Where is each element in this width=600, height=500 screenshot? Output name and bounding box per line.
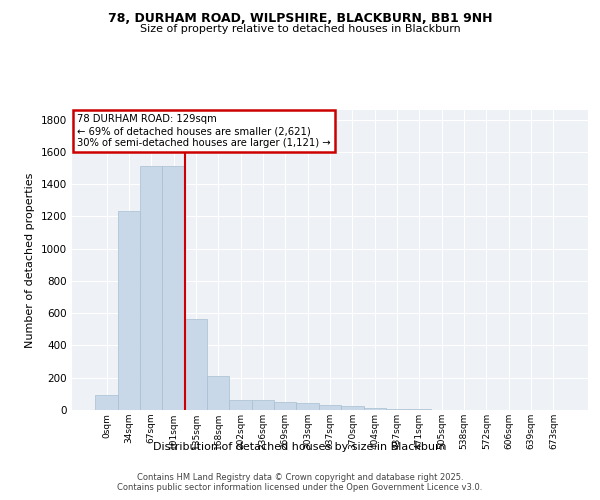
Text: Distribution of detached houses by size in Blackburn: Distribution of detached houses by size … (153, 442, 447, 452)
Bar (408, 409, 431, 410)
Bar (229, 400, 252, 410)
Bar (274, 402, 296, 410)
Text: 78, DURHAM ROAD, WILPSHIRE, BLACKBURN, BB1 9NH: 78, DURHAM ROAD, WILPSHIRE, BLACKBURN, B… (108, 12, 492, 26)
Bar (296, 402, 319, 410)
Y-axis label: Number of detached properties: Number of detached properties (25, 172, 35, 348)
Bar (341, 406, 364, 410)
Bar (185, 319, 207, 410)
Bar (364, 408, 386, 410)
Bar (163, 166, 185, 410)
Bar (319, 405, 341, 410)
Text: Contains HM Land Registry data © Crown copyright and database right 2025.: Contains HM Land Registry data © Crown c… (137, 472, 463, 482)
Bar (252, 400, 274, 410)
Bar (95, 394, 118, 410)
Text: Size of property relative to detached houses in Blackburn: Size of property relative to detached ho… (140, 24, 460, 34)
Bar (118, 211, 140, 410)
Text: 78 DURHAM ROAD: 129sqm
← 69% of detached houses are smaller (2,621)
30% of semi-: 78 DURHAM ROAD: 129sqm ← 69% of detached… (77, 114, 331, 148)
Bar (140, 166, 163, 410)
Bar (386, 409, 408, 410)
Text: Contains public sector information licensed under the Open Government Licence v3: Contains public sector information licen… (118, 484, 482, 492)
Bar (207, 376, 229, 410)
